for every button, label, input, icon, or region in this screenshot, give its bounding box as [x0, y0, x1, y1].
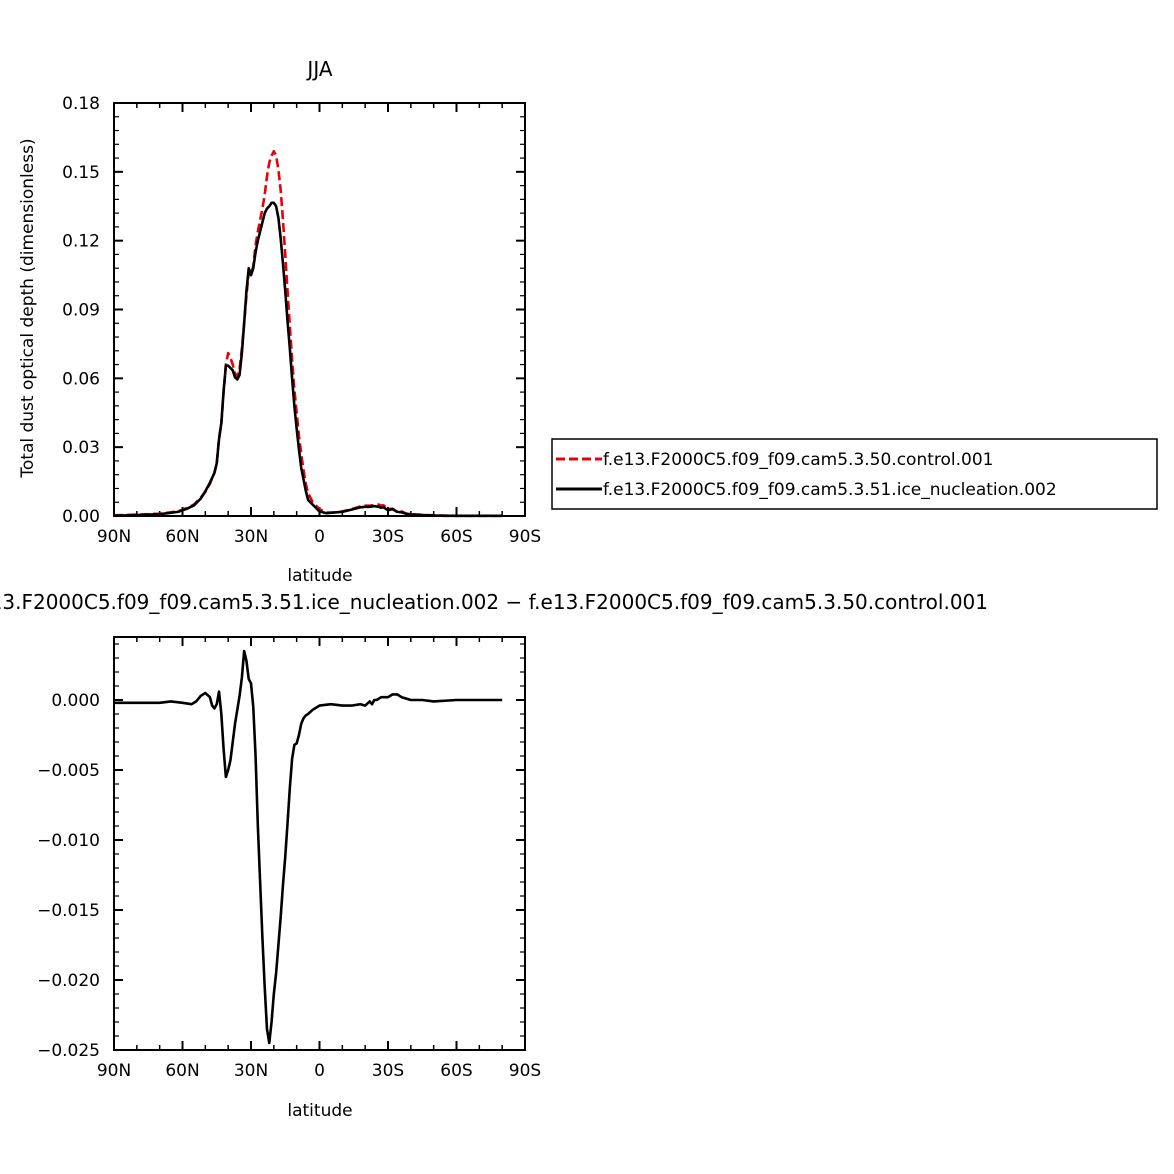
top-series-line-1	[113, 201, 503, 518]
bottom-chart-series	[114, 649, 503, 1045]
top-chart-series	[113, 149, 503, 518]
bottom-y-tick-label: −0.015	[37, 901, 100, 921]
bottom-series-line-0	[114, 649, 503, 1045]
top-x-tick-label: 30N	[234, 527, 268, 547]
top-chart-x-axis-label: latitude	[287, 566, 352, 586]
legend-box	[551, 438, 1158, 510]
bottom-chart-title: f.e13.F2000C5.f09_f09.cam5.3.51.ice_nucl…	[0, 590, 988, 614]
bottom-x-tick-label: 90N	[97, 1061, 131, 1081]
bottom-y-tick-label: −0.025	[37, 1041, 100, 1061]
top-y-tick-label: 0.03	[62, 438, 100, 458]
top-y-tick-label: 0.12	[62, 232, 100, 252]
bottom-x-tick-label: 90S	[509, 1061, 541, 1081]
bottom-y-tick-label: 0.000	[51, 691, 100, 711]
top-x-tick-label: 30S	[372, 527, 404, 547]
top-chart-ticks: 90N 60N 30N 0 30S 60S 90S 0.00 0.03 0.06 0.09 0.12 0…	[62, 94, 541, 547]
top-y-tick-label: 0.09	[62, 301, 100, 321]
bottom-x-tick-label: 60S	[440, 1061, 472, 1081]
legend: f.e13.F2000C5.f09_f09.cam5.3.50.control.…	[551, 438, 1158, 510]
bottom-y-tick-label: −0.005	[37, 761, 100, 781]
top-chart-y-axis-label: Total dust optical depth (dimensionless)	[18, 138, 38, 478]
top-y-tick-label: 0.18	[62, 94, 100, 114]
top-x-tick-label: 60S	[440, 527, 472, 547]
bottom-y-tick-label: −0.020	[37, 971, 100, 991]
bottom-x-tick-label: 60N	[165, 1061, 199, 1081]
bottom-x-tick-label: 30N	[234, 1061, 268, 1081]
legend-label-control: f.e13.F2000C5.f09_f09.cam5.3.50.control.…	[603, 450, 994, 470]
top-chart-panel: JJA Total dust optical depth (dimensionl…	[18, 57, 541, 586]
top-y-tick-label: 0.06	[62, 369, 100, 389]
bottom-chart-panel: f.e13.F2000C5.f09_f09.cam5.3.51.ice_nucl…	[0, 590, 988, 1121]
bottom-x-tick-label: 0	[314, 1061, 325, 1081]
top-x-tick-label: 0	[314, 527, 325, 547]
bottom-chart-plot-frame	[113, 636, 526, 1051]
legend-label-ice-nucleation: f.e13.F2000C5.f09_f09.cam5.3.51.ice_nucl…	[603, 480, 1057, 500]
top-x-tick-label: 90S	[509, 527, 541, 547]
top-y-tick-label: 0.00	[62, 507, 100, 527]
bottom-y-tick-label: −0.010	[37, 831, 100, 851]
top-x-tick-label: 60N	[165, 527, 199, 547]
top-x-tick-label: 90N	[97, 527, 131, 547]
bottom-x-tick-label: 30S	[372, 1061, 404, 1081]
bottom-chart-x-axis-label: latitude	[287, 1101, 352, 1121]
top-y-tick-label: 0.15	[62, 163, 100, 183]
top-chart-plot-frame	[113, 102, 526, 517]
top-chart-title: JJA	[305, 57, 332, 81]
